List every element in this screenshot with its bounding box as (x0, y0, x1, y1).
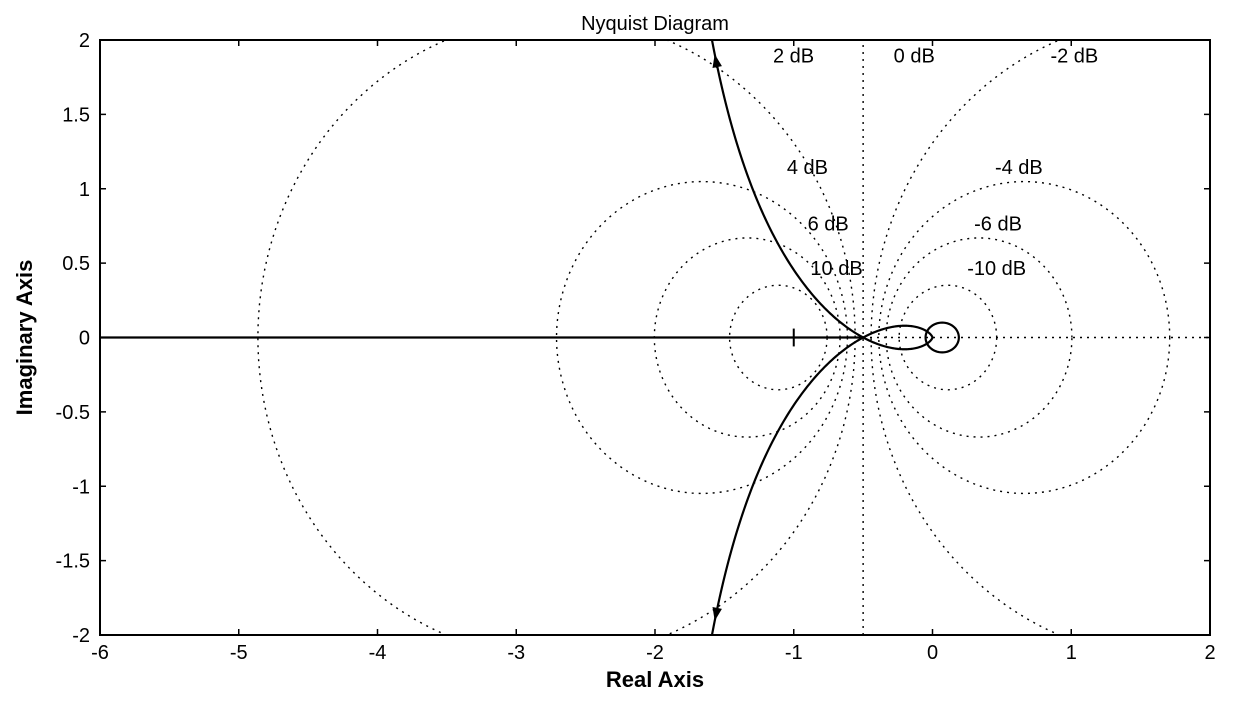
xtick-label: 0 (927, 642, 938, 664)
ytick-label: -0.5 (56, 402, 90, 424)
xlabel: Real Axis (606, 667, 704, 692)
nyquist-figure: -6 -5 -4 -3 -2 -1 0 1 2 -2 -1.5 -1 -0.5 0 0.5 1 1.5 2 Nyqu… (0, 0, 1240, 705)
ytick-label: -1.5 (56, 551, 90, 573)
nyquist-small-loop (926, 323, 959, 353)
ytick-label: 2 (79, 30, 90, 52)
plot-title: Nyquist Diagram (581, 13, 729, 35)
nyquist-svg: -6 -5 -4 -3 -2 -1 0 1 2 -2 -1.5 -1 -0.5 0 0.5 1 1.5 2 Nyqu… (0, 0, 1240, 705)
db-label: -2 dB (1050, 45, 1098, 67)
xtick-label: -6 (91, 642, 109, 664)
ytick-label: 1.5 (62, 104, 90, 126)
plot-content: 2 dB 0 dB -2 dB 4 dB -4 dB 6 dB -6 dB 10 dB -10 … (100, 0, 1240, 705)
db-label: 2 dB (773, 45, 814, 67)
ytick-label: 1 (79, 179, 90, 201)
curve-arrow (712, 54, 721, 68)
xtick-label: 2 (1204, 642, 1215, 664)
ytick-label: 0.5 (62, 253, 90, 275)
db-label: -4 dB (995, 157, 1043, 179)
ytick-label: -1 (72, 476, 90, 498)
ytick-label: 0 (79, 328, 90, 350)
xtick-label: -2 (646, 642, 664, 664)
ylabel: Imaginary Axis (12, 260, 37, 416)
xtick-label: -4 (369, 642, 387, 664)
db-label: -10 dB (967, 258, 1026, 280)
db-label: 10 dB (810, 258, 862, 280)
curve-arrow (712, 607, 721, 621)
db-label: -6 dB (974, 213, 1022, 235)
xtick-label: -3 (507, 642, 525, 664)
db-label: 4 dB (787, 157, 828, 179)
ytick-label: -2 (72, 625, 90, 647)
xtick-label: 1 (1066, 642, 1077, 664)
xtick-label: -5 (230, 642, 248, 664)
xtick-label: -1 (785, 642, 803, 664)
db-label: 6 dB (808, 213, 849, 235)
db-label: 0 dB (894, 45, 935, 67)
